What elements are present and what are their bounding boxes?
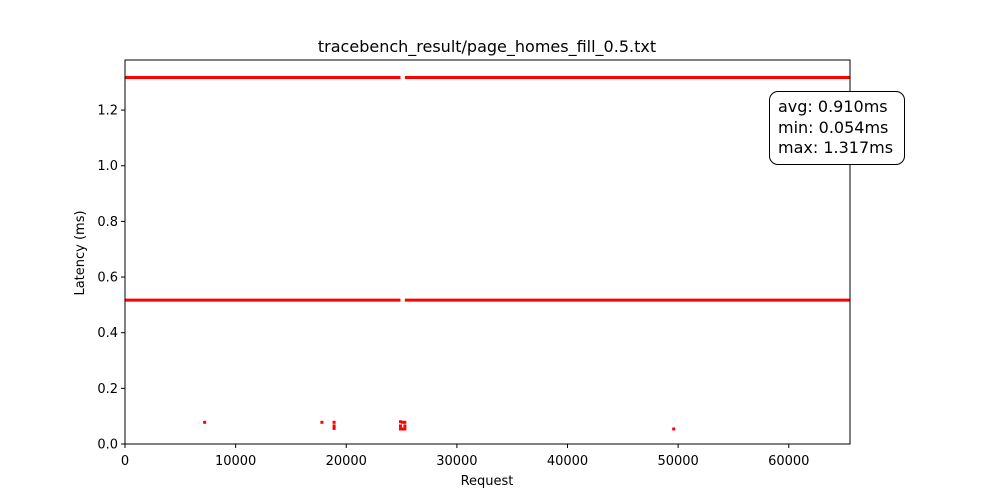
- plot-area-frame: [124, 59, 851, 445]
- x-tick-label: 30000: [436, 454, 477, 469]
- y-tick-label: 0.6: [97, 271, 118, 286]
- x-tick-label: 10000: [215, 454, 256, 469]
- data-point-7: [403, 420, 407, 424]
- data-point-11: [401, 427, 405, 431]
- stats-annotation: avg: 0.910ms min: 0.054ms max: 1.317ms: [769, 91, 905, 165]
- data-point-0: [203, 420, 207, 424]
- y-tick-label: 0.2: [97, 382, 118, 397]
- data-point-13: [672, 427, 676, 431]
- x-tick-label: 20000: [326, 454, 367, 469]
- y-tick-label: 0.4: [97, 326, 118, 341]
- stats-min: min: 0.054ms: [778, 117, 889, 137]
- y-axis: 0.0 0.2 0.4 0.6 0.8 1.0 1.2: [97, 104, 125, 453]
- data-point-8: [398, 424, 402, 428]
- data-point-9: [403, 424, 407, 428]
- chart-title: tracebench_result/page_homes_fill_0.5.tx…: [318, 37, 656, 57]
- x-tick-label: 40000: [547, 454, 588, 469]
- data-marks: [125, 76, 850, 431]
- data-point-6: [401, 420, 405, 424]
- y-axis-label: Latency (ms): [73, 210, 88, 295]
- data-point-2: [332, 420, 336, 424]
- y-tick-label: 1.0: [97, 159, 118, 174]
- x-tick-label: 0: [121, 454, 129, 469]
- x-axis: 0 10000 20000 30000 40000 50000 60000: [121, 444, 809, 469]
- y-tick-label: 0.8: [97, 215, 118, 230]
- data-point-3: [332, 424, 336, 428]
- stats-avg: avg: 0.910ms: [778, 97, 888, 116]
- x-tick-label: 50000: [657, 454, 698, 469]
- x-tick-label: 60000: [768, 454, 809, 469]
- x-axis-label: Request: [461, 474, 514, 489]
- stats-max: max: 1.317ms: [778, 138, 894, 157]
- data-point-12: [403, 427, 407, 431]
- data-point-1: [320, 420, 324, 424]
- data-point-10: [398, 427, 402, 431]
- y-tick-label: 0.0: [97, 438, 118, 453]
- data-point-5: [398, 420, 402, 424]
- data-point-4: [332, 426, 336, 430]
- y-tick-label: 1.2: [97, 104, 118, 119]
